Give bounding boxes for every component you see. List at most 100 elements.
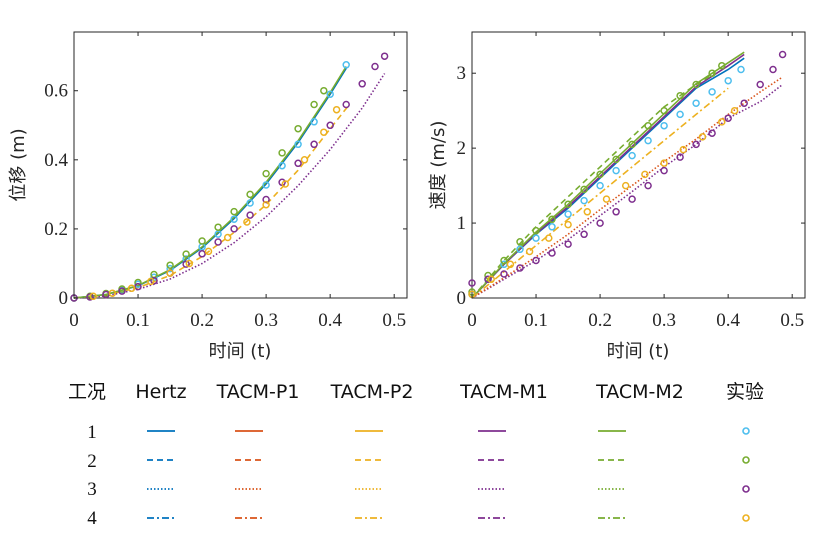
velocity-experiment-case-3-point <box>740 99 748 107</box>
velocity-experiment-case-2-point <box>596 170 604 179</box>
velocity-experiment-case-3-point <box>484 275 492 284</box>
displacement-experiment-case-4-point <box>223 233 232 242</box>
velocity-y-axis-label: 速度 (m/s) <box>428 121 449 210</box>
displacement-x-tick-label: 0.4 <box>318 310 342 331</box>
displacement-experiment-case-2-point <box>310 100 318 109</box>
velocity-x-tick-label: 0.5 <box>780 310 804 331</box>
displacement-experiment-case-3-point <box>371 62 379 71</box>
displacement-x-tick-label: 0.5 <box>382 310 406 331</box>
velocity-experiment-case-2-point <box>580 185 588 194</box>
displacement-experiment-case-1-point <box>166 264 174 273</box>
displacement-experiment-case-3-point <box>150 276 158 285</box>
displacement-experiment-case-4-point <box>300 156 309 164</box>
legend-case-1: 1 <box>87 422 97 443</box>
velocity-x-tick-label: 0 <box>467 310 477 331</box>
displacement-chart: 0 0.1 0.2 0.3 0.4 0.5 0 0.2 0.4 0.6 时间 (t) 位移 (m) <box>8 31 408 362</box>
displacement-experiment-case-2-point <box>198 237 206 245</box>
velocity-experiment-case-2-point <box>676 91 684 100</box>
legend-header-tacm-p2: TACM-P2 <box>330 381 414 403</box>
velocity-experiment-case-2-point <box>564 200 572 209</box>
displacement-x-axis-label: 时间 (t) <box>209 341 272 362</box>
displacement-experiment-case-4-point <box>243 218 251 226</box>
displacement-experiment-case-3-point <box>310 140 318 149</box>
velocity-x-tick-label: 0.3 <box>652 310 676 331</box>
velocity-experiment-case-4-point <box>718 118 726 126</box>
displacement-y-tick-label: 0.4 <box>44 150 68 171</box>
displacement-experiment-case-1-point <box>214 230 222 238</box>
velocity-y-tick-label: 1 <box>457 213 467 234</box>
velocity-series-tacm-m2-case-1 <box>471 51 745 299</box>
velocity-experiment-case-3-point <box>532 256 540 265</box>
displacement-experiment-case-2-point <box>278 149 286 157</box>
velocity-experiment-case-3-point <box>596 219 604 227</box>
displacement-experiment-case-1-point <box>294 140 302 149</box>
displacement-experiment-case-3-point <box>118 287 126 295</box>
velocity-experiment-case-4-point <box>698 133 707 141</box>
displacement-y-tick-label: 0 <box>59 288 69 309</box>
displacement-experiment-case-2-point <box>320 86 328 95</box>
displacement-y-tick-label: 0.6 <box>44 81 68 102</box>
velocity-experiment-case-3-point <box>628 195 636 203</box>
velocity-series-tacm-p1-case-3 <box>471 76 784 299</box>
velocity-x-tick-label: 0.4 <box>716 310 740 331</box>
legend-header-tacm-p1: TACM-P1 <box>216 381 300 403</box>
displacement-experiment-case-4-point <box>147 277 155 286</box>
velocity-experiment-case-4-point <box>730 106 739 115</box>
velocity-experiment-case-4-point <box>564 220 572 229</box>
displacement-experiment-case-3-point <box>342 100 350 109</box>
displacement-experiment-case-2-point <box>262 169 270 178</box>
velocity-experiment-case-3-point <box>769 65 777 74</box>
displacement-experiment-case-4-point <box>204 247 213 256</box>
displacement-x-tick-label: 0 <box>69 310 79 331</box>
velocity-x-axis-label: 时间 (t) <box>607 341 670 362</box>
velocity-experiment-case-1-point <box>516 245 524 254</box>
velocity-series-tacm-p2-case-4 <box>471 87 729 299</box>
displacement-x-tick-label: 0.1 <box>126 310 150 331</box>
displacement-experiment-case-2-point <box>166 261 174 269</box>
velocity-experiment-case-3-point <box>708 129 716 137</box>
velocity-experiment-case-1-point <box>708 88 716 96</box>
velocity-experiment-case-4-point <box>679 145 688 154</box>
displacement-series-tacm-m2-case-1 <box>73 66 347 299</box>
legend-table: 工况 Hertz TACM-P1 TACM-P2 TACM-M1 TACM-M2… <box>68 381 764 529</box>
legend-header-case: 工况 <box>68 381 106 403</box>
velocity-experiment-case-2-point <box>660 106 668 115</box>
displacement-experiment-case-2-point <box>246 190 254 199</box>
velocity-experiment-case-3-point <box>692 140 700 149</box>
velocity-experiment-case-4-point <box>641 170 649 179</box>
displacement-experiment-case-1-point <box>310 118 318 126</box>
velocity-experiment-case-4-point <box>602 195 611 203</box>
displacement-experiment-case-2-point <box>214 223 222 231</box>
displacement-experiment-case-3-point <box>326 121 334 130</box>
velocity-experiment-case-4-point <box>487 275 495 284</box>
displacement-experiment-case-3-point <box>214 238 222 246</box>
displacement-x-tick-label: 0.3 <box>254 310 278 331</box>
legend-case-3: 3 <box>87 479 97 500</box>
velocity-x-tick-label: 0.1 <box>524 310 548 331</box>
velocity-experiment-case-1-point <box>628 151 636 160</box>
velocity-experiment-case-1-point <box>660 121 668 130</box>
velocity-experiment-case-4-point <box>621 181 630 190</box>
displacement-experiment-case-4-point <box>281 180 290 188</box>
velocity-experiment-case-1-point <box>724 76 732 85</box>
velocity-experiment-case-3-point <box>516 264 524 272</box>
displacement-x-tick-label: 0.2 <box>190 310 214 331</box>
displacement-experiment-case-3-point <box>358 80 366 88</box>
legend-sample-experiment-case-3 <box>742 485 750 493</box>
velocity-experiment-case-1-point <box>737 65 745 74</box>
velocity-experiment-case-2-point <box>516 238 524 246</box>
velocity-experiment-case-1-point <box>692 99 700 107</box>
velocity-chart: 0 0.1 0.2 0.3 0.4 0.5 0 1 2 3 时间 (t) 速度 (m/s) <box>428 31 806 362</box>
legend-sample-experiment-case-2 <box>742 456 750 464</box>
displacement-y-tick-label: 0.2 <box>44 219 68 240</box>
velocity-experiment-case-4-point <box>583 208 592 216</box>
velocity-y-tick-label: 3 <box>457 63 467 84</box>
displacement-experiment-case-1-point <box>326 90 334 98</box>
velocity-experiment-case-3-point <box>580 230 588 239</box>
velocity-experiment-case-1-point <box>580 196 588 205</box>
displacement-experiment-case-4-point <box>332 105 341 114</box>
velocity-experiment-case-1-point <box>676 110 684 119</box>
displacement-experiment-case-1-point <box>230 215 238 223</box>
velocity-experiment-case-3-point <box>548 249 556 257</box>
displacement-experiment-case-3-point <box>294 159 302 168</box>
